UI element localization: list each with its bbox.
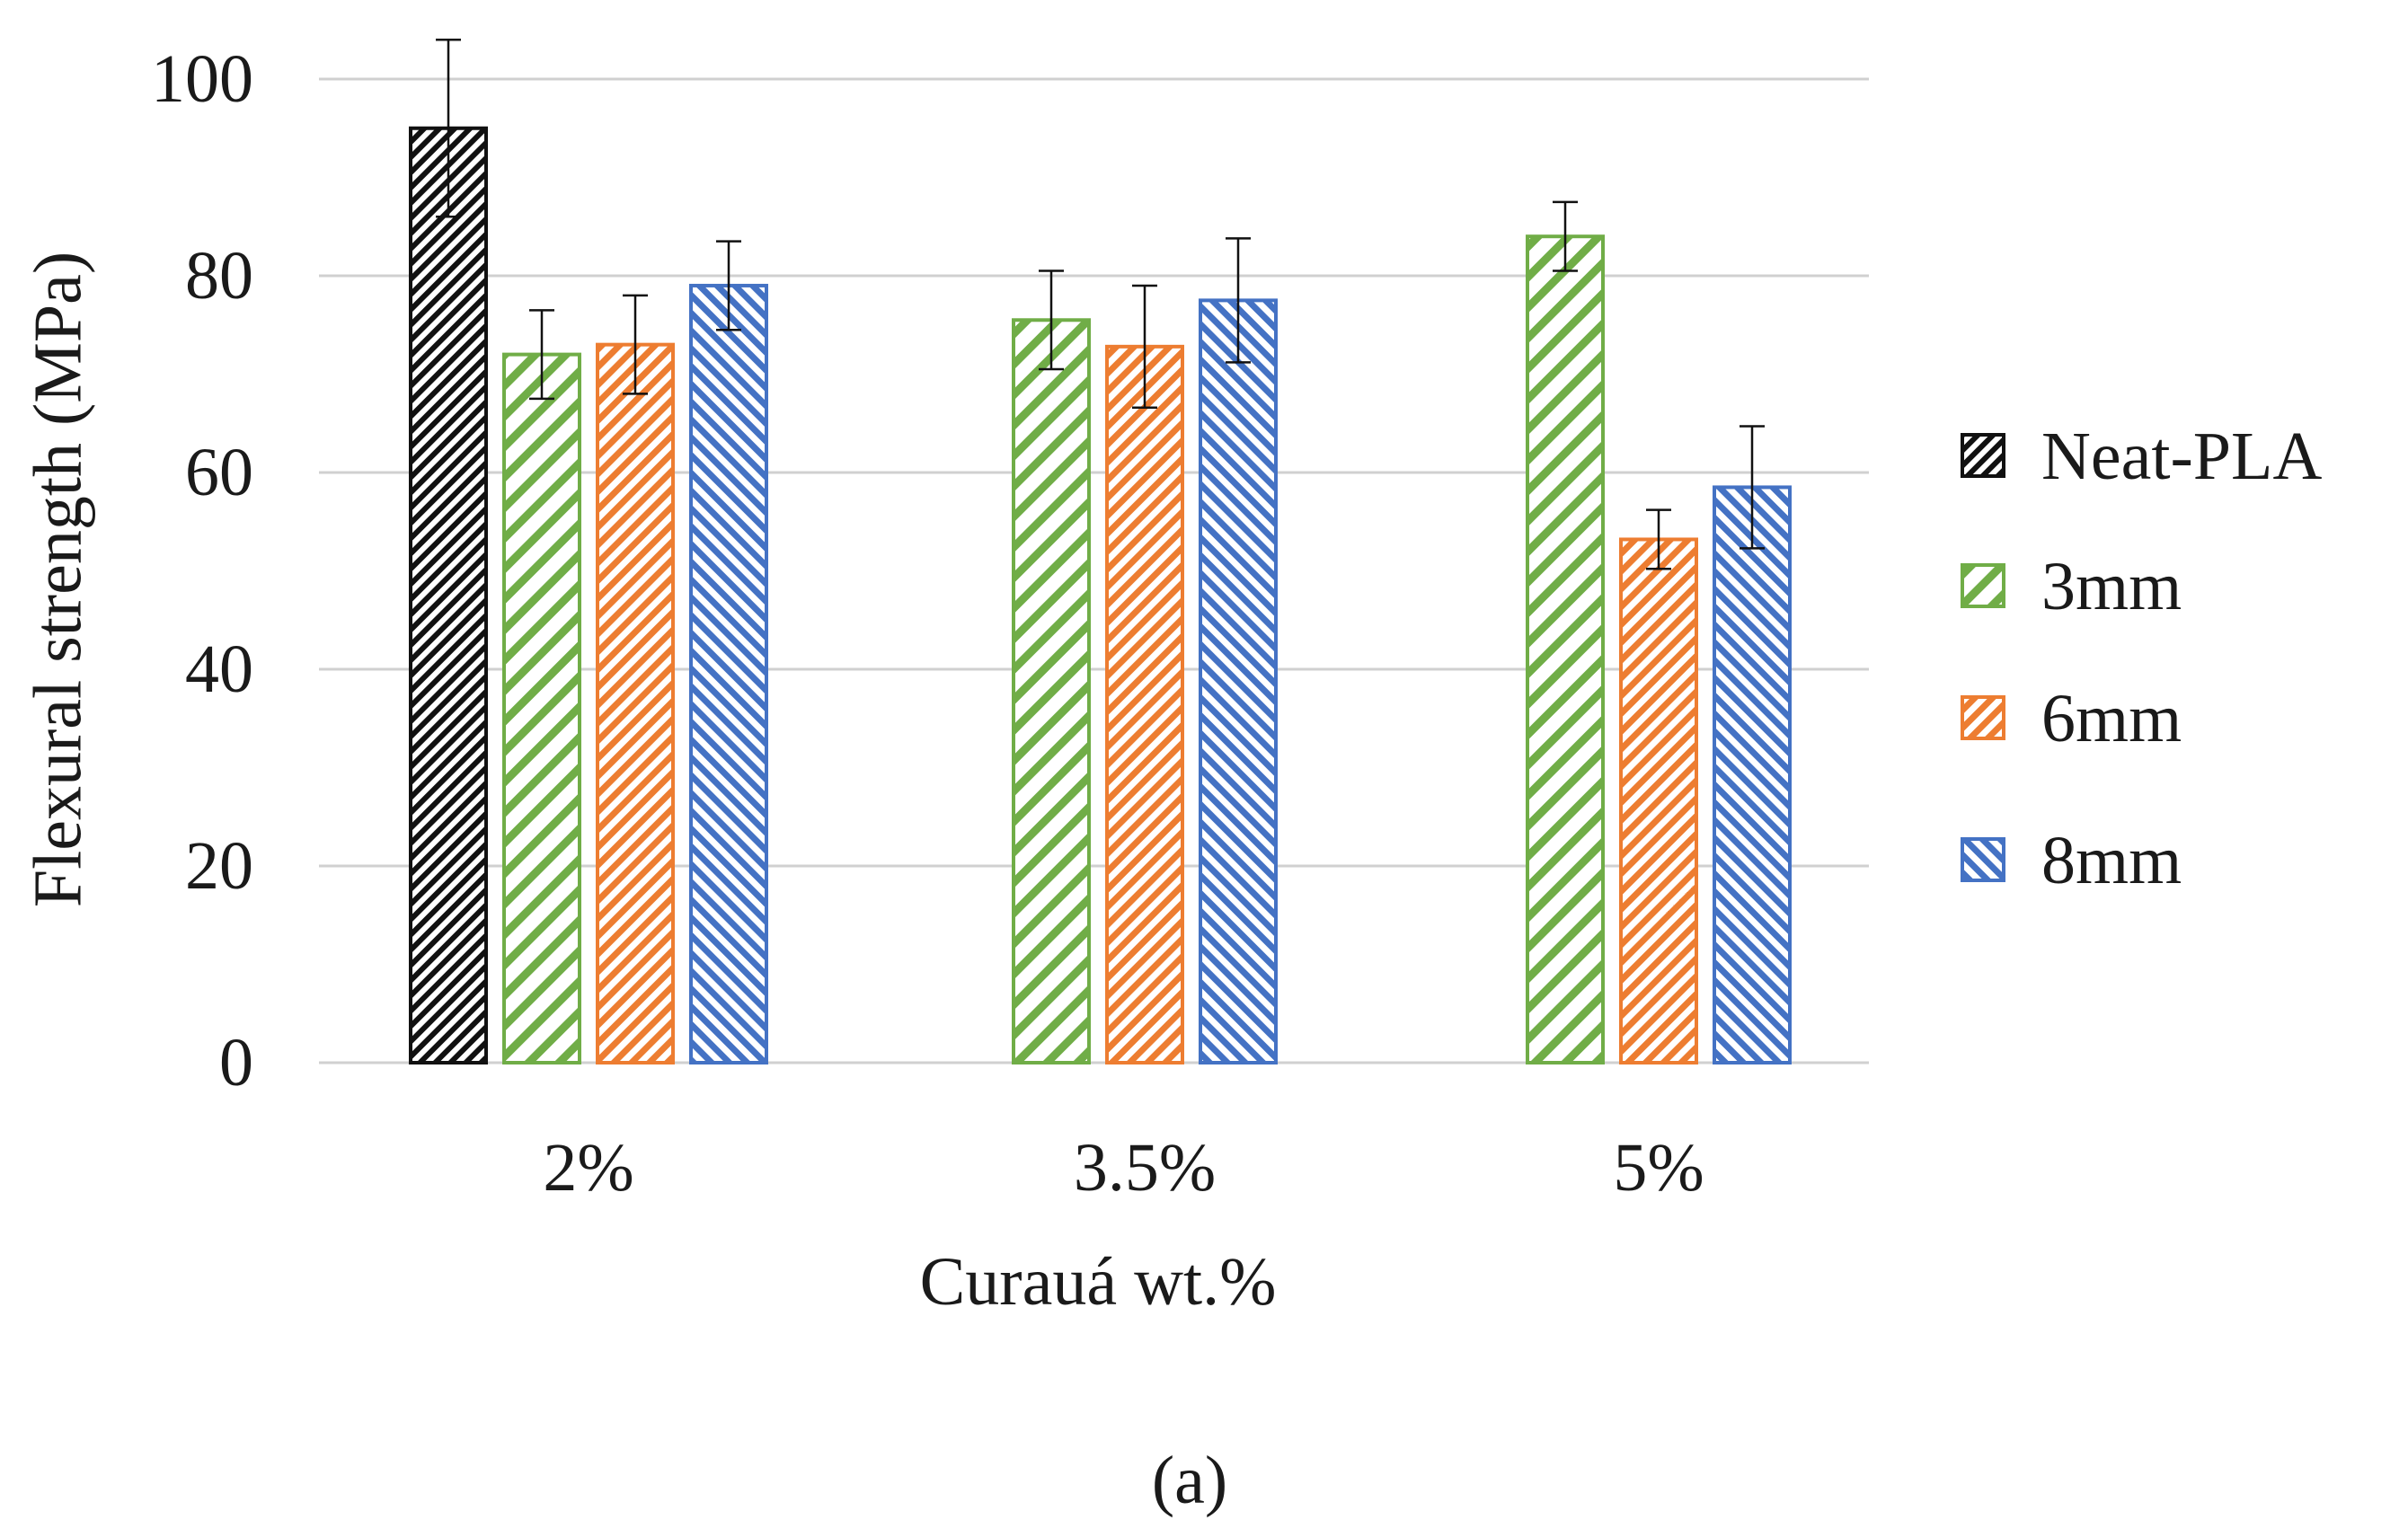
error-bar-6mm-5 xyxy=(1646,508,1671,570)
legend-label-3mm: 3mm xyxy=(2041,549,2182,624)
bar-6mm-2 xyxy=(596,342,675,1064)
error-bar-8mm-2 xyxy=(716,240,741,331)
bar-3mm-2 xyxy=(502,352,581,1065)
error-bar-3mm-2 xyxy=(529,309,554,401)
x-axis-title: Curauá wt.% xyxy=(920,1244,1277,1320)
legend-label-neat-pla: Neat-PLA xyxy=(2041,419,2322,494)
x-tick-label-3-5: 3.5% xyxy=(1074,1130,1216,1206)
legend-item-8mm: 8mm xyxy=(1961,823,2182,898)
legend-swatch-6mm xyxy=(1961,695,2005,740)
bar-neat-pla-2 xyxy=(409,126,488,1064)
y-tick-label-80: 80 xyxy=(185,238,253,314)
error-bars xyxy=(436,38,1765,570)
bar-8mm-5 xyxy=(1713,485,1792,1064)
y-tick-label-100: 100 xyxy=(151,41,253,117)
x-tick-label-2: 2% xyxy=(543,1130,633,1206)
x-tick-label-5: 5% xyxy=(1613,1130,1704,1206)
x-axis-ticks: 2% 3.5% 5% xyxy=(543,1130,1704,1206)
error-bar-8mm-5 xyxy=(1740,425,1765,550)
error-bar-neat-pla-2 xyxy=(436,38,461,218)
legend-item-neat-pla: Neat-PLA xyxy=(1961,419,2322,494)
y-tick-label-60: 60 xyxy=(185,435,253,510)
error-bar-3mm-3-5 xyxy=(1039,269,1064,371)
y-axis-ticks: 0 20 40 60 80 100 xyxy=(151,41,253,1100)
legend-swatch-3mm xyxy=(1961,563,2005,608)
legend-label-6mm: 6mm xyxy=(2041,681,2182,756)
bars xyxy=(409,126,1792,1065)
bar-6mm-3-5 xyxy=(1105,344,1184,1064)
error-bar-6mm-2 xyxy=(623,294,648,395)
y-axis-title: Flexural strength (MPa) xyxy=(20,252,95,907)
legend: Neat-PLA 3mm 6mm 8mm xyxy=(1961,419,2322,898)
y-tick-label-40: 40 xyxy=(185,632,253,707)
legend-item-6mm: 6mm xyxy=(1961,681,2182,756)
legend-item-3mm: 3mm xyxy=(1961,549,2182,624)
legend-swatch-8mm xyxy=(1961,837,2005,882)
y-tick-label-0: 0 xyxy=(219,1025,253,1100)
bar-6mm-5 xyxy=(1619,537,1698,1064)
panel-label: (a) xyxy=(1152,1443,1227,1518)
error-bar-6mm-3-5 xyxy=(1132,284,1157,409)
bar-8mm-2 xyxy=(689,283,768,1064)
bar-3mm-3-5 xyxy=(1012,318,1091,1064)
bar-8mm-3-5 xyxy=(1199,298,1278,1064)
legend-label-8mm: 8mm xyxy=(2041,823,2182,898)
legend-swatch-neat-pla xyxy=(1961,433,2005,478)
bar-3mm-5 xyxy=(1526,234,1605,1064)
error-bar-8mm-3-5 xyxy=(1226,237,1251,364)
error-bar-3mm-5 xyxy=(1553,200,1578,272)
y-tick-label-20: 20 xyxy=(185,828,253,904)
